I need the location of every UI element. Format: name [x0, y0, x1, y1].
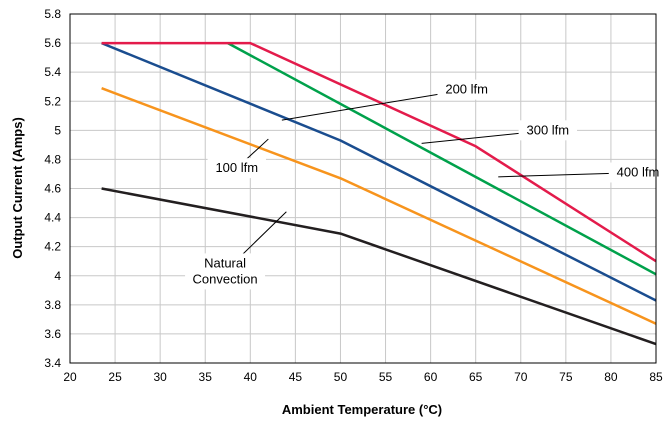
y-tick-label: 3.8: [44, 298, 61, 312]
x-tick-label: 55: [379, 370, 393, 384]
annotation-label: 400 lfm: [617, 165, 660, 180]
x-tick-label: 65: [469, 370, 483, 384]
y-tick-label: 4: [54, 269, 61, 283]
x-tick-label: 35: [199, 370, 213, 384]
x-tick-label: 75: [559, 370, 573, 384]
x-tick-label: 85: [649, 370, 663, 384]
y-tick-label: 4.4: [44, 211, 61, 225]
x-tick-label: 45: [289, 370, 303, 384]
series-lines: [102, 43, 656, 344]
annotation-label: 300 lfm: [526, 122, 569, 137]
x-tick-label: 40: [244, 370, 258, 384]
y-tick-label: 4.2: [44, 240, 61, 254]
x-axis-title: Ambient Temperature (°C): [282, 402, 442, 417]
x-tick-label: 80: [604, 370, 618, 384]
annotation-label: 100 lfm: [215, 160, 258, 175]
y-tick-label: 4.6: [44, 182, 61, 196]
y-tick-label: 5: [54, 123, 61, 137]
x-tick-label: 30: [153, 370, 167, 384]
series-line: [102, 189, 656, 345]
x-tick-label: 25: [108, 370, 122, 384]
y-tick-label: 5.4: [44, 65, 61, 79]
y-axis-ticks: 3.4 3.6 3.8 4 4.2 4.4 4.6 4.8 5 5.2 5.4 5.6 5.8: [44, 7, 61, 370]
y-tick-label: 5.6: [44, 36, 61, 50]
y-tick-label: 4.8: [44, 152, 61, 166]
x-tick-label: 20: [63, 370, 77, 384]
x-tick-label: 60: [424, 370, 438, 384]
y-axis-title: Output Current (Amps): [10, 117, 25, 259]
y-tick-label: 3.4: [44, 356, 61, 370]
x-tick-label: 50: [334, 370, 348, 384]
x-tick-label: 70: [514, 370, 528, 384]
y-tick-label: 5.8: [44, 7, 61, 21]
y-tick-label: 3.6: [44, 327, 61, 341]
y-tick-label: 5.2: [44, 94, 61, 108]
series-line: [102, 43, 656, 300]
annotation-label: 200 lfm: [445, 82, 488, 97]
x-axis-ticks: 20 25 30 35 40 45 50 55 60 65 70 75 80 85: [63, 370, 663, 384]
